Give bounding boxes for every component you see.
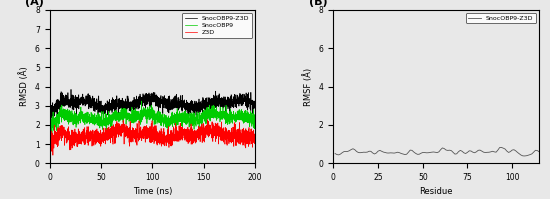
Line: SnocOBP9: SnocOBP9 [50, 101, 255, 137]
SnocOBP9-Z3D [498, 146, 505, 149]
SnocOBP9-Z3D [332, 152, 338, 155]
Text: (A): (A) [25, 0, 43, 7]
SnocOBP9 [138, 100, 145, 102]
SnocOBP9-Z3D [208, 107, 215, 109]
SnocOBP9-Z3D [246, 100, 252, 102]
Z3D [204, 119, 211, 121]
SnocOBP9 [246, 126, 252, 128]
Z3D [46, 147, 53, 150]
Legend: SnocOBP9-Z3D, SnocOBP9, Z3D: SnocOBP9-Z3D, SnocOBP9, Z3D [182, 13, 252, 38]
Y-axis label: RMSF (Å): RMSF (Å) [303, 67, 313, 106]
Legend: SnocOBP9-Z3D: SnocOBP9-Z3D [466, 13, 536, 23]
Z3D [57, 127, 63, 129]
SnocOBP9-Z3D [398, 152, 405, 155]
SnocOBP9 [208, 115, 215, 117]
X-axis label: Residue: Residue [420, 187, 453, 196]
SnocOBP9-Z3D [46, 110, 53, 112]
SnocOBP9-Z3D [47, 119, 54, 121]
SnocOBP9 [57, 108, 63, 110]
Z3D [47, 156, 53, 158]
SnocOBP9-Z3D [378, 150, 385, 152]
SnocOBP9 [146, 109, 153, 111]
SnocOBP9 [46, 128, 53, 131]
SnocOBP9-Z3D [455, 150, 462, 153]
Z3D [246, 136, 252, 138]
Z3D [146, 141, 153, 143]
SnocOBP9-Z3D [513, 150, 519, 152]
Z3D [141, 125, 147, 127]
SnocOBP9-Z3D [246, 102, 252, 105]
Z3D [246, 142, 252, 145]
X-axis label: Time (ns): Time (ns) [133, 187, 172, 196]
Text: (B): (B) [309, 0, 327, 7]
SnocOBP9-Z3D [146, 100, 153, 102]
SnocOBP9-Z3D [252, 107, 258, 109]
Y-axis label: RMSD (Å): RMSD (Å) [19, 67, 29, 106]
SnocOBP9-Z3D [68, 88, 74, 91]
Z3D [252, 142, 258, 145]
SnocOBP9-Z3D [409, 149, 415, 152]
SnocOBP9 [48, 136, 55, 138]
SnocOBP9 [252, 119, 258, 121]
Line: Z3D: Z3D [50, 120, 255, 157]
SnocOBP9-Z3D [359, 151, 365, 154]
Line: SnocOBP9-Z3D: SnocOBP9-Z3D [335, 147, 539, 156]
SnocOBP9-Z3D [521, 155, 528, 157]
SnocOBP9-Z3D [57, 102, 63, 104]
Line: SnocOBP9-Z3D: SnocOBP9-Z3D [50, 90, 255, 120]
SnocOBP9-Z3D [536, 150, 542, 153]
Z3D [208, 131, 215, 134]
SnocOBP9 [246, 119, 252, 122]
SnocOBP9-Z3D [141, 103, 147, 105]
SnocOBP9 [141, 110, 147, 112]
